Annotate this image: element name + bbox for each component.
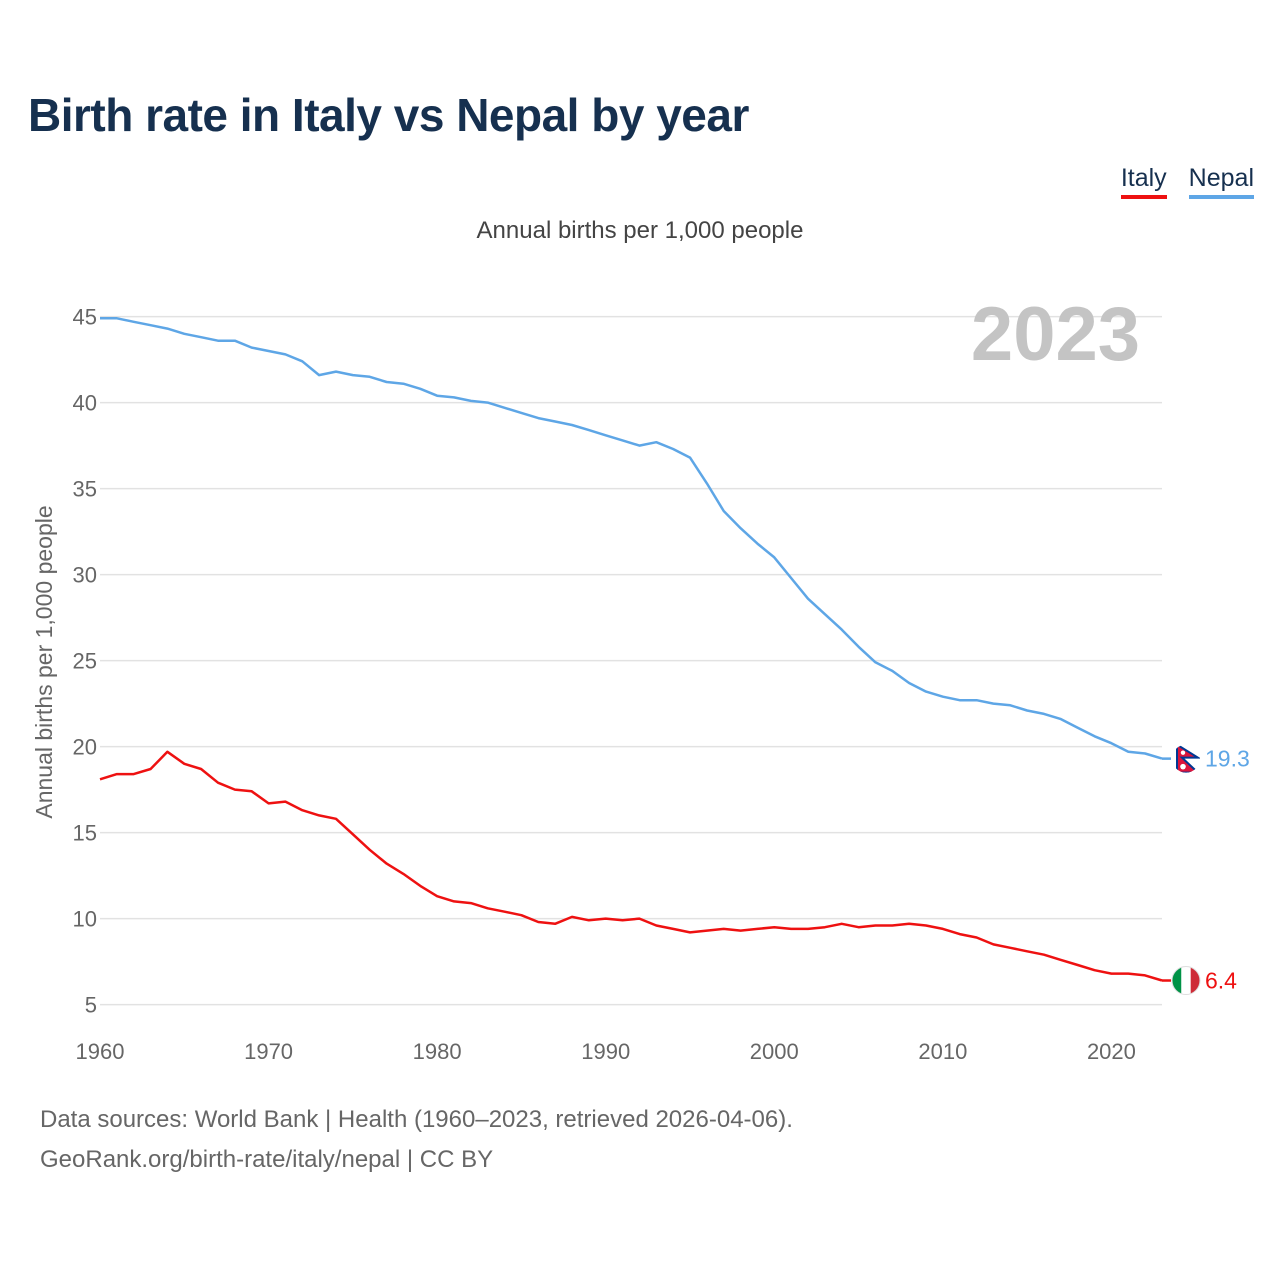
chart-subtitle: Annual births per 1,000 people	[476, 217, 804, 244]
y-tick-label-40: 40	[73, 391, 97, 416]
y-tick-label-10: 10	[73, 907, 97, 932]
y-tick-label-30: 30	[73, 563, 97, 588]
nepal-flag-icon	[1172, 744, 1200, 773]
y-tick-label-15: 15	[73, 821, 97, 846]
x-tick-label-1970: 1970	[244, 1039, 293, 1064]
y-tick-label-25: 25	[73, 649, 97, 674]
x-tick-label-1960: 1960	[76, 1039, 125, 1064]
end-value-label-nepal: 19.3	[1205, 746, 1250, 772]
legend-item-nepal[interactable]: Nepal	[1188, 164, 1254, 199]
x-tick-label-1990: 1990	[581, 1039, 630, 1064]
x-tick-label-2020: 2020	[1087, 1039, 1136, 1064]
y-axis-label: Annual births per 1,000 people	[31, 505, 57, 818]
y-tick-label-35: 35	[73, 477, 97, 502]
source-line-2[interactable]: GeoRank.org/birth-rate/italy/nepal | CC …	[40, 1146, 494, 1173]
source-line-1: Data sources: World Bank | Health (1960–…	[40, 1106, 793, 1133]
end-value-label-italy: 6.4	[1205, 968, 1237, 994]
series-line-italy[interactable]	[99, 750, 1163, 982]
series-line-nepal[interactable]	[100, 317, 1163, 760]
year-watermark: 2023	[971, 292, 1140, 377]
legend-item-italy[interactable]: Italy	[1120, 164, 1167, 199]
x-tick-label-1980: 1980	[413, 1039, 462, 1064]
x-tick-label-2000: 2000	[750, 1039, 799, 1064]
y-tick-label-20: 20	[73, 735, 97, 760]
chart-title: Birth rate in Italy vs Nepal by year	[28, 89, 749, 141]
x-tick-label-2010: 2010	[918, 1039, 967, 1064]
y-tick-label-45: 45	[73, 305, 97, 330]
line-chart: 5 10 15 20 25 30 35 40 45 1960 1970 1980 1990 2000 201…	[31, 292, 1250, 1064]
legend: Italy Nepal	[1120, 164, 1254, 199]
italy-flag-icon	[1172, 966, 1200, 995]
y-tick-label-5: 5	[85, 993, 97, 1018]
